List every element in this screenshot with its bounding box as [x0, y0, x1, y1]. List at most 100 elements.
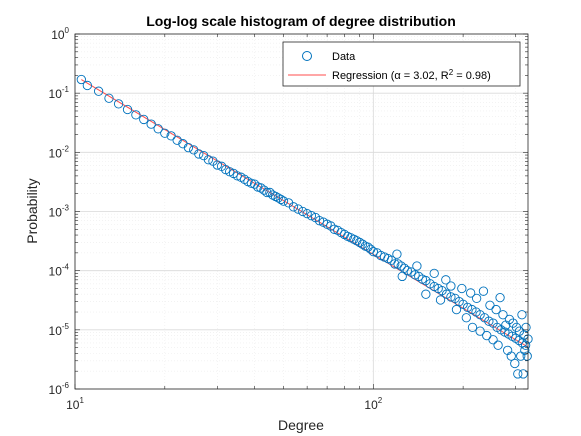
data-point	[510, 358, 520, 369]
legend-regression-prefix: Regression (	[332, 70, 395, 82]
y-tick-label: 100	[51, 26, 69, 42]
data-point	[521, 322, 531, 333]
data-point	[390, 259, 400, 269]
y-axis-label: Probability	[24, 178, 40, 243]
data-point	[491, 304, 501, 315]
y-tick-label-base: 10	[49, 87, 63, 101]
y-tick-label-exp: -5	[62, 322, 70, 331]
data-point	[262, 187, 272, 198]
x-tick-label-base: 10	[66, 398, 80, 412]
x-tick-label-exp: 1	[79, 396, 84, 405]
data-point	[183, 142, 194, 153]
x-tick-label: 101	[66, 396, 84, 412]
y-tick-label-base: 10	[49, 206, 63, 220]
data-point	[172, 135, 182, 145]
data-point	[520, 340, 531, 350]
data-series	[76, 74, 533, 379]
legend-data-label: Data	[332, 51, 356, 63]
y-tick-label: 10-4	[49, 263, 70, 279]
data-point	[504, 314, 515, 325]
legend-regression-alpha: α	[394, 70, 401, 82]
y-tick-label-exp: -6	[62, 381, 70, 390]
legend: Data Regression (α = 3.02, R2 = 0.98)	[282, 41, 521, 87]
data-point	[302, 208, 312, 219]
data-point	[488, 335, 498, 345]
data-point	[466, 288, 476, 298]
legend-regression-mid: = 3.02, R	[401, 70, 449, 82]
data-point	[435, 295, 446, 305]
data-point	[441, 275, 451, 285]
data-point	[314, 216, 325, 226]
data-point	[113, 99, 124, 109]
data-point	[326, 221, 336, 231]
data-point	[268, 190, 278, 200]
data-point	[397, 271, 407, 282]
data-point	[306, 211, 317, 221]
data-point	[139, 114, 149, 125]
y-tick-label-base: 10	[49, 265, 63, 279]
data-point	[146, 119, 156, 129]
data-point	[278, 196, 289, 206]
data-point	[333, 225, 343, 236]
data-point	[446, 281, 456, 291]
data-point	[76, 74, 86, 85]
data-point	[256, 183, 266, 193]
data-point	[122, 104, 133, 115]
data-point	[421, 289, 431, 299]
data-point	[212, 160, 222, 170]
legend-regression-suffix: = 0.98)	[453, 70, 491, 82]
data-point	[392, 249, 402, 259]
data-point	[517, 310, 527, 320]
x-tick-label-base: 10	[364, 398, 378, 412]
y-tick-label-base: 10	[49, 383, 63, 397]
data-point	[446, 292, 456, 302]
x-tick-label-exp: 2	[378, 396, 383, 405]
data-point	[518, 369, 528, 379]
data-point	[293, 204, 303, 214]
data-point	[82, 80, 93, 91]
legend-regression-label: Regression (α = 3.02, R2 = 0.98)	[332, 68, 491, 82]
data-point	[104, 93, 114, 103]
data-point	[259, 185, 269, 195]
data-point	[412, 261, 422, 271]
data-point	[482, 330, 492, 341]
data-point	[498, 310, 508, 320]
data-point	[396, 261, 406, 271]
data-point	[484, 316, 494, 326]
y-tick-label-exp: -1	[62, 85, 70, 94]
legend-data-marker	[302, 51, 312, 61]
data-point	[203, 155, 214, 165]
data-point	[402, 266, 412, 276]
data-point	[513, 369, 523, 379]
data-point	[273, 193, 283, 203]
data-point	[462, 302, 473, 312]
data-point	[485, 300, 495, 310]
data-point	[194, 149, 204, 159]
data-point	[475, 326, 485, 336]
y-tick-label-exp: -2	[62, 144, 70, 153]
data-point	[276, 194, 286, 205]
data-point	[270, 191, 281, 202]
y-tick-label-exp: 0	[65, 26, 70, 35]
y-tick-label: 10-5	[49, 322, 70, 338]
y-tick-label: 10-6	[49, 381, 70, 397]
data-point	[478, 286, 489, 296]
data-point	[461, 313, 471, 323]
data-point	[429, 268, 439, 279]
legend-regression-sup: 2	[449, 68, 454, 77]
data-point	[153, 124, 163, 134]
y-tick-label-exp: -3	[62, 204, 70, 213]
data-point	[352, 236, 362, 246]
y-tick-label-exp: -4	[62, 263, 70, 272]
data-point	[160, 128, 170, 138]
data-point	[471, 293, 482, 304]
data-point	[493, 340, 503, 350]
data-point	[495, 292, 505, 303]
data-point	[93, 86, 104, 96]
y-tick-label: 10-2	[49, 144, 70, 160]
data-point	[520, 345, 530, 355]
data-point	[298, 206, 308, 217]
y-tick-label: 10-1	[49, 85, 70, 101]
